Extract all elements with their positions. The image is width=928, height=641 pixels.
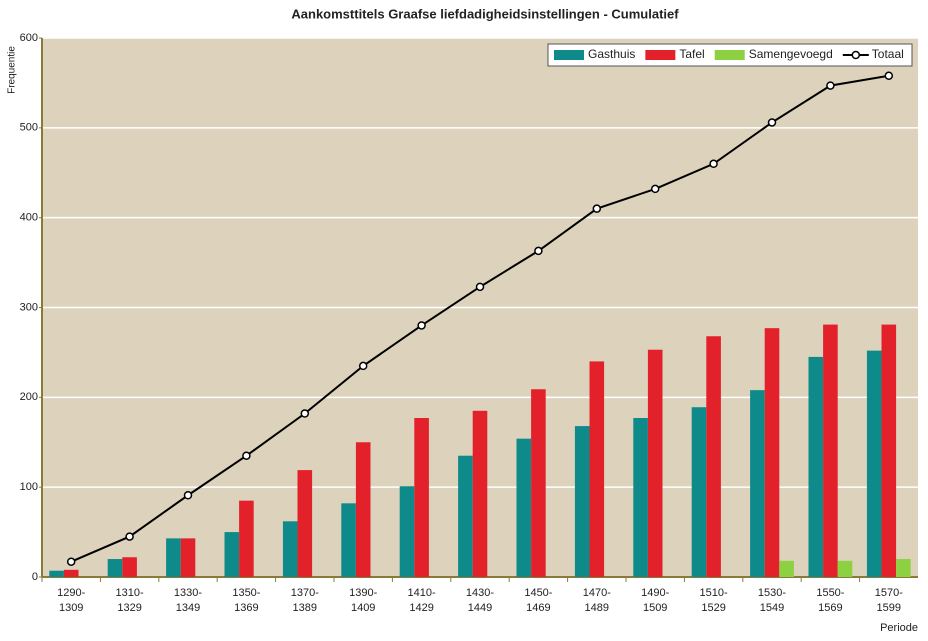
marker <box>475 282 485 292</box>
bar <box>706 336 721 577</box>
bar <box>647 349 663 577</box>
x-tick-label: 1330-1349 <box>174 587 202 614</box>
y-tick-label: 500 <box>20 122 38 134</box>
bar <box>282 521 298 577</box>
bar <box>399 486 415 577</box>
bar <box>180 538 196 577</box>
bar <box>589 361 605 577</box>
y-axis-label: Frequentie <box>7 46 18 94</box>
legend-label: Tafel <box>679 47 704 61</box>
marker <box>650 184 660 194</box>
chart-title: Aankomsttitels Graafse liefdadigheidsins… <box>291 6 679 21</box>
bar <box>574 426 590 577</box>
x-axis-label: Periode <box>880 622 918 634</box>
x-tick-label: 1430-1449 <box>466 587 494 614</box>
bar <box>531 389 546 577</box>
bar <box>414 417 429 577</box>
bar <box>633 417 648 577</box>
x-tick-label: 1410-1429 <box>408 587 436 614</box>
x-tick-label: 1470-1489 <box>583 587 611 614</box>
marker <box>183 491 193 500</box>
bar <box>808 356 824 577</box>
x-tick-label: 1530-1549 <box>758 587 786 614</box>
x-tick-label: 1510-1529 <box>700 587 728 614</box>
bar <box>63 569 79 577</box>
x-tick-label: 1490-1509 <box>641 587 669 614</box>
x-tick-label: 1570-1599 <box>875 587 903 614</box>
bar <box>764 328 780 577</box>
marker <box>358 361 368 371</box>
y-tick-label: 600 <box>20 32 38 44</box>
marker <box>534 246 543 256</box>
y-tick-label: 200 <box>20 391 38 403</box>
bar <box>355 442 371 577</box>
marker <box>884 71 894 80</box>
marker <box>242 451 251 460</box>
legend-label: Samengevoegd <box>749 47 833 61</box>
x-tick-label: 1390-1409 <box>349 587 377 614</box>
marker <box>709 159 718 169</box>
marker <box>826 81 835 90</box>
x-tick-label: 1290-1309 <box>57 587 85 614</box>
legend-label: Gasthuis <box>588 47 635 61</box>
legend-swatch <box>554 50 584 60</box>
marker <box>125 532 134 541</box>
bar <box>472 410 488 577</box>
y-tick-label: 100 <box>20 481 38 493</box>
bar <box>779 560 794 577</box>
bar <box>881 324 897 577</box>
y-tick-label: 400 <box>20 212 38 224</box>
bar <box>239 500 254 577</box>
bar <box>691 407 707 577</box>
x-tick-label: 1350-1369 <box>232 587 260 614</box>
bar <box>341 503 356 577</box>
marker <box>767 118 777 127</box>
x-tick-label: 1370-1389 <box>291 587 319 614</box>
marker <box>66 557 76 566</box>
bar <box>750 390 765 577</box>
bar <box>516 438 532 577</box>
bar <box>224 532 240 577</box>
y-tick-label: 300 <box>20 301 38 313</box>
bar <box>49 570 64 577</box>
bar <box>166 538 181 577</box>
bar <box>297 470 313 577</box>
marker <box>417 321 426 330</box>
marker <box>300 409 310 418</box>
y-tick-label: 0 <box>32 571 38 583</box>
legend-swatch <box>645 50 676 60</box>
bar <box>458 455 473 577</box>
bar <box>837 560 853 577</box>
x-tick-label: 1310-1329 <box>116 587 144 614</box>
x-tick-label: 1450-1469 <box>524 587 552 614</box>
legend-label: Totaal <box>872 47 904 61</box>
bar <box>896 559 911 577</box>
bar <box>107 559 123 577</box>
bar <box>866 350 882 577</box>
bar <box>122 557 137 577</box>
legend-marker <box>851 50 861 60</box>
marker <box>592 204 602 213</box>
x-tick-label: 1550-1569 <box>816 587 844 614</box>
bar <box>823 324 838 577</box>
legend-swatch <box>714 50 745 60</box>
